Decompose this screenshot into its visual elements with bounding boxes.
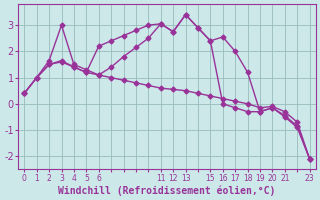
X-axis label: Windchill (Refroidissement éolien,°C): Windchill (Refroidissement éolien,°C) bbox=[58, 185, 276, 196]
